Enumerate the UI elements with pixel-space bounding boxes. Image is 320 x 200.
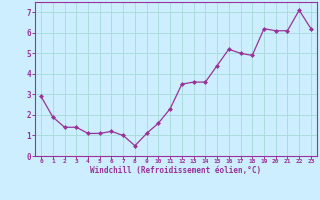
- X-axis label: Windchill (Refroidissement éolien,°C): Windchill (Refroidissement éolien,°C): [91, 166, 261, 175]
